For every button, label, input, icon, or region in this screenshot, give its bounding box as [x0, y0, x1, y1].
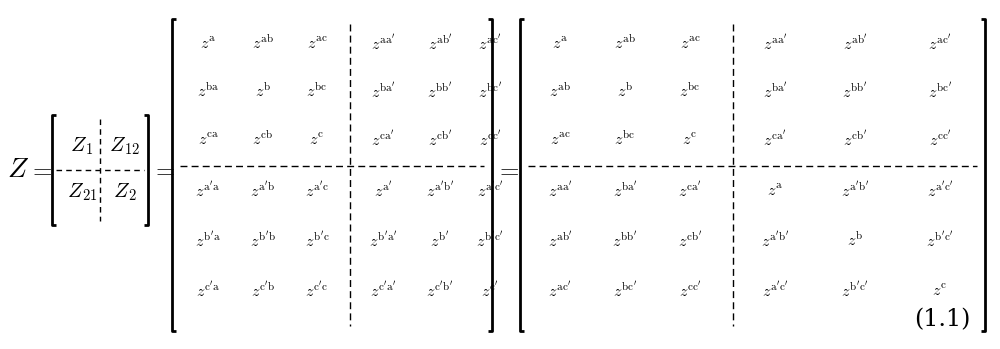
Text: $z^{\mathrm{ba'}}$: $z^{\mathrm{ba'}}$	[763, 82, 787, 102]
Text: $z^{\mathrm{bc'}}$: $z^{\mathrm{bc'}}$	[928, 82, 952, 102]
Text: $z^{\mathrm{ac'}}$: $z^{\mathrm{ac'}}$	[928, 34, 952, 54]
Text: $z^{\mathrm{ba'}}$: $z^{\mathrm{ba'}}$	[371, 82, 395, 102]
Text: $=$: $=$	[495, 158, 519, 181]
Text: $z^{\mathrm{a'c'}}$: $z^{\mathrm{a'c'}}$	[762, 281, 788, 301]
Text: $z^{\mathrm{cc'}}$: $z^{\mathrm{cc'}}$	[479, 130, 501, 150]
Text: $z^{\mathrm{bc}}$: $z^{\mathrm{bc}}$	[306, 83, 328, 101]
Text: $z^{\mathrm{c}}$: $z^{\mathrm{c}}$	[682, 132, 698, 149]
Text: $z^{\mathrm{ac'}}$: $z^{\mathrm{ac'}}$	[478, 34, 502, 54]
Text: $z^{\mathrm{bc'}}$: $z^{\mathrm{bc'}}$	[478, 82, 502, 102]
Text: $z^{\mathrm{b'c'}}$: $z^{\mathrm{b'c'}}$	[476, 231, 504, 251]
Text: $z^{\mathrm{a'b}}$: $z^{\mathrm{a'b}}$	[250, 181, 276, 201]
Text: $z^{\mathrm{a'a}}$: $z^{\mathrm{a'a}}$	[195, 181, 221, 201]
Text: $z^{\mathrm{ca'}}$: $z^{\mathrm{ca'}}$	[678, 181, 702, 201]
Text: $z^{\mathrm{ca}}$: $z^{\mathrm{ca}}$	[198, 132, 218, 149]
Text: $z^{\mathrm{ab'}}$: $z^{\mathrm{ab'}}$	[428, 34, 452, 54]
Text: $z^{\mathrm{b'c}}$: $z^{\mathrm{b'c}}$	[305, 231, 329, 251]
Text: $z^{\mathrm{bc}}$: $z^{\mathrm{bc}}$	[679, 83, 701, 101]
Text: $z^{\mathrm{ba'}}$: $z^{\mathrm{ba'}}$	[613, 181, 637, 201]
Text: $z^{\mathrm{b'c'}}$: $z^{\mathrm{b'c'}}$	[841, 281, 869, 301]
Text: $z^{\mathrm{cb'}}$: $z^{\mathrm{cb'}}$	[678, 231, 702, 251]
Text: $z^{\mathrm{c'a}}$: $z^{\mathrm{c'a}}$	[196, 281, 220, 301]
Text: $z^{\mathrm{bb'}}$: $z^{\mathrm{bb'}}$	[427, 82, 453, 102]
Text: $\mathbf{\mathit{Z}}_{12}$: $\mathbf{\mathit{Z}}_{12}$	[109, 136, 141, 157]
Text: $z^{\mathrm{cc'}}$: $z^{\mathrm{cc'}}$	[929, 130, 951, 150]
Text: $z^{\mathrm{b'a}}$: $z^{\mathrm{b'a}}$	[195, 231, 221, 251]
Text: $\mathbf{\mathit{Z}}$: $\mathbf{\mathit{Z}}$	[7, 156, 29, 183]
Text: $z^{\mathrm{cc'}}$: $z^{\mathrm{cc'}}$	[679, 281, 701, 301]
Text: $z^{\mathrm{b}}$: $z^{\mathrm{b}}$	[847, 232, 863, 250]
Text: $z^{\mathrm{ac}}$: $z^{\mathrm{ac}}$	[307, 36, 327, 52]
Text: $z^{\mathrm{ab}}$: $z^{\mathrm{ab}}$	[549, 83, 571, 101]
Text: $z^{\mathrm{ac'}}$: $z^{\mathrm{ac'}}$	[548, 281, 572, 301]
Text: $z^{\mathrm{ca'}}$: $z^{\mathrm{ca'}}$	[371, 130, 395, 150]
Text: $z^{\mathrm{a'c'}}$: $z^{\mathrm{a'c'}}$	[477, 181, 503, 201]
Text: $z^{\mathrm{a'b'}}$: $z^{\mathrm{a'b'}}$	[761, 231, 789, 251]
Text: $z^{\mathrm{a}}$: $z^{\mathrm{a}}$	[200, 36, 216, 52]
Text: $z^{\mathrm{c'b}}$: $z^{\mathrm{c'b}}$	[251, 281, 275, 301]
Text: $z^{\mathrm{a}}$: $z^{\mathrm{a}}$	[767, 183, 783, 200]
Text: $z^{\mathrm{bb'}}$: $z^{\mathrm{bb'}}$	[842, 82, 868, 102]
Text: $=$: $=$	[28, 158, 52, 181]
Text: $\mathbf{\mathit{Z}}_1$: $\mathbf{\mathit{Z}}_1$	[70, 136, 94, 157]
Text: $z^{\mathrm{c'b'}}$: $z^{\mathrm{c'b'}}$	[426, 281, 454, 301]
Text: $\mathbf{\mathit{Z}}_{21}$: $\mathbf{\mathit{Z}}_{21}$	[67, 182, 97, 203]
Text: $z^{\mathrm{c'}}$: $z^{\mathrm{c'}}$	[481, 281, 499, 301]
Text: $z^{\mathrm{ab'}}$: $z^{\mathrm{ab'}}$	[843, 34, 867, 54]
Text: $z^{\mathrm{ac}}$: $z^{\mathrm{ac}}$	[550, 132, 570, 149]
Text: $z^{\mathrm{aa'}}$: $z^{\mathrm{aa'}}$	[548, 181, 572, 201]
Text: $z^{\mathrm{a'b'}}$: $z^{\mathrm{a'b'}}$	[841, 181, 869, 201]
Text: $=$: $=$	[151, 158, 175, 181]
Text: $z^{\mathrm{cb}}$: $z^{\mathrm{cb}}$	[252, 131, 274, 149]
Text: $z^{\mathrm{bc'}}$: $z^{\mathrm{bc'}}$	[613, 281, 637, 301]
Text: $z^{\mathrm{aa'}}$: $z^{\mathrm{aa'}}$	[371, 34, 395, 54]
Text: $z^{\mathrm{ab'}}$: $z^{\mathrm{ab'}}$	[548, 231, 572, 251]
Text: $z^{\mathrm{ac}}$: $z^{\mathrm{ac}}$	[680, 36, 700, 52]
Text: $z^{\mathrm{ca'}}$: $z^{\mathrm{ca'}}$	[763, 130, 787, 150]
Text: $\mathbf{\mathit{Z}}_2$: $\mathbf{\mathit{Z}}_2$	[113, 182, 137, 203]
Text: $z^{\mathrm{bb'}}$: $z^{\mathrm{bb'}}$	[612, 231, 638, 251]
Text: $z^{\mathrm{b}}$: $z^{\mathrm{b}}$	[255, 83, 271, 101]
Text: $z^{\mathrm{bc}}$: $z^{\mathrm{bc}}$	[614, 131, 636, 149]
Text: $z^{\mathrm{a'}}$: $z^{\mathrm{a'}}$	[374, 181, 392, 201]
Text: $z^{\mathrm{ab}}$: $z^{\mathrm{ab}}$	[614, 35, 636, 53]
Text: $z^{\mathrm{a'c}}$: $z^{\mathrm{a'c}}$	[305, 181, 329, 201]
Text: (1.1): (1.1)	[914, 308, 970, 331]
Text: $z^{\mathrm{b}}$: $z^{\mathrm{b}}$	[617, 83, 633, 101]
Text: $z^{\mathrm{c'c}}$: $z^{\mathrm{c'c}}$	[305, 281, 329, 301]
Text: $z^{\mathrm{a'b'}}$: $z^{\mathrm{a'b'}}$	[426, 181, 454, 201]
Text: $z^{\mathrm{c'a'}}$: $z^{\mathrm{c'a'}}$	[370, 281, 396, 301]
Text: $z^{\mathrm{aa'}}$: $z^{\mathrm{aa'}}$	[763, 34, 787, 54]
Text: $z^{\mathrm{b'c'}}$: $z^{\mathrm{b'c'}}$	[926, 231, 954, 251]
Text: $z^{\mathrm{c}}$: $z^{\mathrm{c}}$	[309, 132, 325, 149]
Text: $z^{\mathrm{b'a'}}$: $z^{\mathrm{b'a'}}$	[369, 231, 397, 251]
Text: $z^{\mathrm{cb'}}$: $z^{\mathrm{cb'}}$	[843, 130, 867, 150]
Text: $z^{\mathrm{a'c'}}$: $z^{\mathrm{a'c'}}$	[927, 181, 953, 201]
Text: $z^{\mathrm{c}}$: $z^{\mathrm{c}}$	[932, 282, 948, 299]
Text: $z^{\mathrm{a}}$: $z^{\mathrm{a}}$	[552, 36, 568, 52]
Text: $z^{\mathrm{ab}}$: $z^{\mathrm{ab}}$	[252, 35, 274, 53]
Text: $z^{\mathrm{ba}}$: $z^{\mathrm{ba}}$	[197, 83, 219, 101]
Text: $z^{\mathrm{b'}}$: $z^{\mathrm{b'}}$	[430, 231, 450, 251]
Text: $z^{\mathrm{cb'}}$: $z^{\mathrm{cb'}}$	[428, 130, 452, 150]
Text: $z^{\mathrm{b'b}}$: $z^{\mathrm{b'b}}$	[250, 231, 276, 251]
